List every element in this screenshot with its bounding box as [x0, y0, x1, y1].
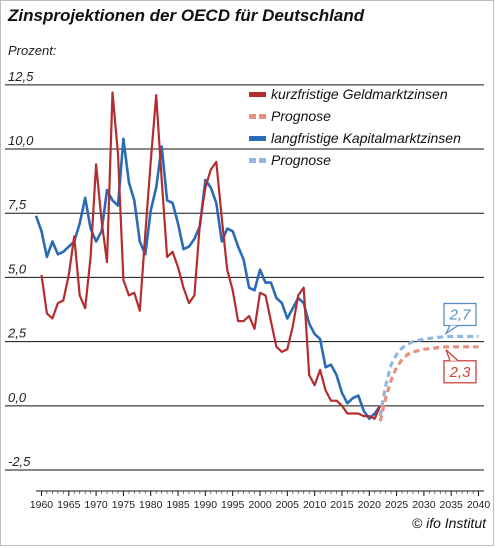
x-tick-label: 2005 [276, 499, 300, 511]
x-tick-label: 1960 [30, 499, 54, 511]
legend-swatch [259, 114, 266, 119]
legend-label: kurzfristige Geldmarktzinsen [271, 86, 448, 102]
legend-label: Prognose [271, 152, 331, 168]
legend-swatch [249, 136, 266, 141]
legend-label: Prognose [271, 108, 331, 124]
x-tick-label: 1990 [194, 499, 218, 511]
y-tick-label: 2,5 [7, 326, 27, 341]
callout-label: 2,3 [449, 364, 472, 381]
x-tick-label: 2000 [248, 499, 272, 511]
gridlines [5, 84, 484, 492]
y-tick-label: 0,0 [8, 390, 27, 405]
legend-label: langfristige Kapitalmarktzinsen [271, 130, 461, 146]
callouts: 2,7 2,3 [443, 302, 477, 384]
x-tick-label: 2030 [412, 499, 436, 511]
x-tick-label: 2025 [385, 499, 409, 511]
x-tick-label: 1980 [139, 499, 163, 511]
y-tick-label: 5,0 [8, 261, 27, 276]
x-tick-label: 1995 [221, 499, 245, 511]
x-tick-label: 1975 [112, 499, 136, 511]
x-tick-label: 1965 [57, 499, 81, 511]
x-tick-label: 2015 [330, 499, 354, 511]
y-tick-label: 12,5 [8, 69, 34, 84]
x-tick-label: 2040 [467, 499, 491, 511]
x-tick-label: 1970 [84, 499, 108, 511]
callout-label: 2,7 [449, 306, 472, 323]
x-tick-label: 2035 [440, 499, 464, 511]
x-axis-ticks: 1960 1965 1970 1975 1980 1985 1990 1995 2000 2005… [30, 491, 491, 511]
x-tick-label: 2020 [358, 499, 382, 511]
legend-swatch [249, 114, 256, 119]
series-line-long [34, 137, 382, 421]
legend: kurzfristige Geldmarktzinsen Prognose lang… [249, 86, 461, 168]
source-credit: © ifo Institut [411, 515, 486, 531]
legend-swatch [249, 92, 266, 97]
legend-swatch [249, 158, 256, 163]
callout-pointer [444, 324, 459, 336]
y-tick-label: 10,0 [8, 133, 34, 148]
series-line-long_forecast [378, 334, 479, 417]
series-line-short [40, 91, 382, 420]
y-tick-label: -2,5 [8, 454, 31, 469]
legend-swatch [259, 158, 266, 163]
callout-pointer [445, 349, 459, 362]
y-axis-ticks: -2,5 0,0 2,5 5,0 7,5 10,0 12,5 [7, 69, 34, 469]
callout-box [443, 360, 477, 384]
series-line-short_forecast [378, 345, 479, 422]
y-axis-unit-label: Prozent: [8, 43, 57, 58]
y-tick-label: 7,5 [8, 197, 27, 212]
chart-title: Zinsprojektionen der OECD für Deutschlan… [8, 6, 365, 25]
series-lines [34, 91, 479, 422]
x-tick-label: 1985 [166, 499, 190, 511]
x-tick-label: 2010 [303, 499, 327, 511]
callout-box [443, 302, 477, 327]
